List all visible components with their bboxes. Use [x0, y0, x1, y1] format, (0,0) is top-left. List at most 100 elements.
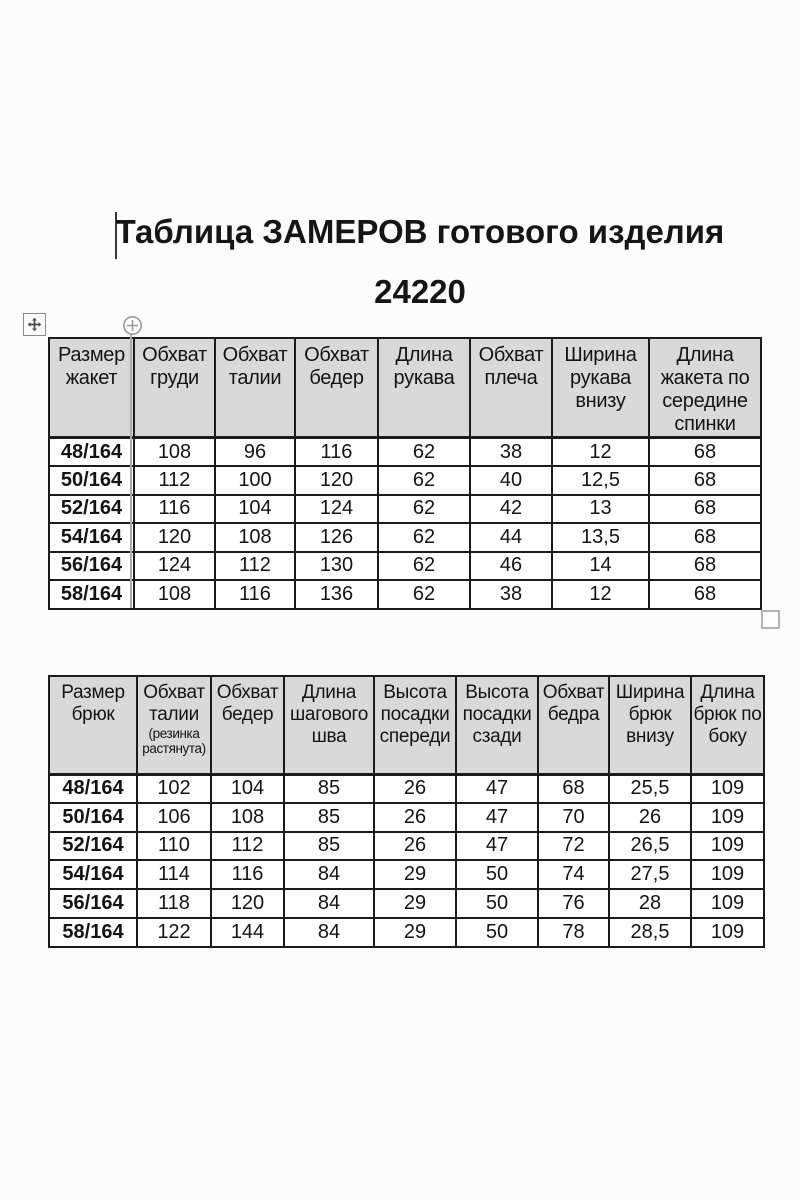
- value-cell: 109: [690, 888, 765, 919]
- object-anchor-icon[interactable]: [122, 315, 143, 336]
- value-cell: 108: [133, 579, 216, 610]
- value-cell: 26: [608, 801, 692, 833]
- size-cell: 52/164: [48, 493, 135, 524]
- table-row: 58/164 122 144 84 29 50 78 28,5 109: [48, 916, 765, 948]
- col-header-chest: Обхват груди: [133, 337, 216, 439]
- col-header-jacket-back-length: Длина жакета по середине спинки: [648, 337, 762, 439]
- value-cell: 100: [214, 465, 296, 496]
- value-cell: 76: [537, 888, 610, 919]
- value-cell: 78: [537, 916, 610, 948]
- size-cell: 54/164: [48, 522, 135, 553]
- col-header-jacket-size: Размер жакет: [48, 337, 135, 439]
- table-row: 52/164 110 112 85 26 47 72 26,5 109: [48, 830, 765, 862]
- value-cell: 26,5: [608, 830, 692, 862]
- jacket-table-body: 48/164 108 96 116 62 38 12 68 50/164 112 100 120 62 4…: [48, 436, 762, 610]
- jacket-measurements-table: Размер жакет Обхват груди Обхват талии О…: [48, 337, 762, 610]
- value-cell: 26: [373, 830, 457, 862]
- value-cell: 85: [283, 830, 375, 862]
- value-cell: 120: [210, 888, 285, 919]
- col-header-inseam: Длина шагового шва: [283, 675, 375, 776]
- page-subtitle-model-number: 24220: [374, 273, 466, 310]
- value-cell: 144: [210, 916, 285, 948]
- table-row: 56/164 124 112 130 62 46 14 68: [48, 550, 762, 581]
- circled-plus-icon: [123, 316, 142, 335]
- size-cell: 54/164: [48, 859, 138, 891]
- col-header-thigh: Обхват бедра: [537, 675, 610, 776]
- value-cell: 68: [648, 522, 762, 553]
- value-cell: 50: [455, 859, 539, 891]
- table-row: 48/164 108 96 116 62 38 12 68: [48, 436, 762, 467]
- value-cell: 68: [648, 436, 762, 467]
- table-row: 48/164 102 104 85 26 47 68 25,5 109: [48, 773, 765, 804]
- size-cell: 52/164: [48, 830, 138, 862]
- value-cell: 109: [690, 773, 765, 804]
- value-cell: 26: [373, 773, 457, 804]
- value-cell: 13: [551, 493, 650, 524]
- value-cell: 108: [214, 522, 296, 553]
- value-cell: 109: [690, 801, 765, 833]
- value-cell: 124: [294, 493, 379, 524]
- value-cell: 40: [469, 465, 553, 496]
- value-cell: 120: [294, 465, 379, 496]
- value-cell: 12,5: [551, 465, 650, 496]
- col-header-pants-waist: Обхват талии (резинка растянута): [136, 675, 212, 776]
- value-cell: 116: [214, 579, 296, 610]
- value-cell: 96: [214, 436, 296, 467]
- table-move-handle[interactable]: [23, 313, 46, 336]
- size-cell: 48/164: [48, 436, 135, 467]
- value-cell: 28,5: [608, 916, 692, 948]
- value-cell: 109: [690, 859, 765, 891]
- value-cell: 109: [690, 830, 765, 862]
- value-cell: 29: [373, 888, 457, 919]
- value-cell: 108: [133, 436, 216, 467]
- value-cell: 84: [283, 916, 375, 948]
- value-cell: 116: [294, 436, 379, 467]
- column-guide-line: [130, 334, 132, 608]
- table-row: 50/164 106 108 85 26 47 70 26 109: [48, 801, 765, 833]
- value-cell: 136: [294, 579, 379, 610]
- value-cell: 68: [648, 493, 762, 524]
- value-cell: 28: [608, 888, 692, 919]
- value-cell: 124: [133, 550, 216, 581]
- value-cell: 116: [133, 493, 216, 524]
- text-cursor: [115, 212, 117, 259]
- value-cell: 46: [469, 550, 553, 581]
- size-cell: 56/164: [48, 550, 135, 581]
- value-cell: 68: [537, 773, 610, 804]
- pants-waist-note: (резинка растянута): [142, 726, 206, 756]
- value-cell: 70: [537, 801, 610, 833]
- value-cell: 62: [377, 550, 471, 581]
- value-cell: 114: [136, 859, 212, 891]
- value-cell: 38: [469, 579, 553, 610]
- value-cell: 50: [455, 916, 539, 948]
- col-header-sleeve-width: Ширина рукава внизу: [551, 337, 650, 439]
- size-cell: 50/164: [48, 465, 135, 496]
- table-row: 52/164 116 104 124 62 42 13 68: [48, 493, 762, 524]
- value-cell: 112: [133, 465, 216, 496]
- jacket-header-row: Размер жакет Обхват груди Обхват талии О…: [48, 337, 762, 439]
- value-cell: 12: [551, 579, 650, 610]
- value-cell: 50: [455, 888, 539, 919]
- page-title: Таблица ЗАМЕРОВ готового изделия: [115, 213, 725, 250]
- value-cell: 68: [648, 465, 762, 496]
- value-cell: 108: [210, 801, 285, 833]
- value-cell: 126: [294, 522, 379, 553]
- value-cell: 68: [648, 579, 762, 610]
- value-cell: 62: [377, 493, 471, 524]
- value-cell: 27,5: [608, 859, 692, 891]
- value-cell: 25,5: [608, 773, 692, 804]
- col-header-leg-width: Ширина брюк внизу: [608, 675, 692, 776]
- col-header-back-rise: Высота посадки сзади: [455, 675, 539, 776]
- pants-header-row: Размер брюк Обхват талии (резинка растян…: [48, 675, 765, 776]
- value-cell: 74: [537, 859, 610, 891]
- col-header-sleeve-length: Длина рукава: [377, 337, 471, 439]
- value-cell: 29: [373, 916, 457, 948]
- table-row: 54/164 114 116 84 29 50 74 27,5 109: [48, 859, 765, 891]
- value-cell: 85: [283, 801, 375, 833]
- value-cell: 122: [136, 916, 212, 948]
- pants-waist-label: Обхват талии: [143, 682, 205, 725]
- value-cell: 112: [214, 550, 296, 581]
- table-resize-handle[interactable]: [761, 610, 780, 629]
- col-header-front-rise: Высота посадки спереди: [373, 675, 457, 776]
- value-cell: 112: [210, 830, 285, 862]
